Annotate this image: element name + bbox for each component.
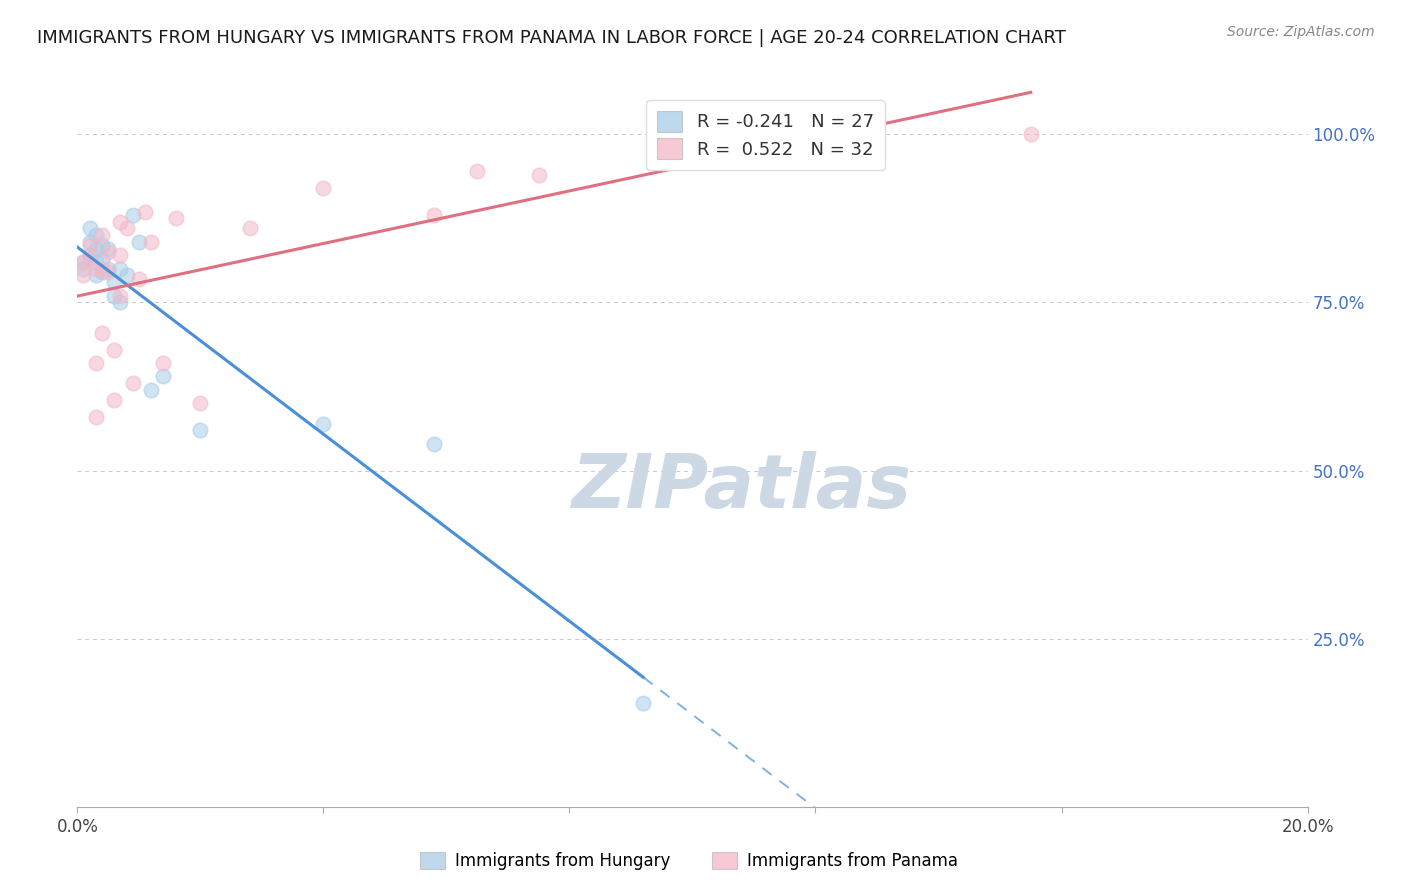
Legend: Immigrants from Hungary, Immigrants from Panama: Immigrants from Hungary, Immigrants from… bbox=[413, 845, 965, 877]
Point bbox=[84, 268, 107, 283]
Point bbox=[84, 261, 107, 276]
Point bbox=[312, 181, 335, 195]
Legend: R = -0.241   N = 27, R =  0.522   N = 32: R = -0.241 N = 27, R = 0.522 N = 32 bbox=[647, 100, 884, 169]
Point bbox=[72, 261, 94, 276]
Point bbox=[97, 261, 120, 276]
Point bbox=[1019, 127, 1042, 141]
Point bbox=[633, 696, 655, 710]
Point bbox=[128, 235, 150, 249]
Point bbox=[90, 228, 114, 243]
Point bbox=[115, 268, 138, 283]
Text: Source: ZipAtlas.com: Source: ZipAtlas.com bbox=[1227, 25, 1375, 39]
Point bbox=[103, 392, 125, 407]
Point bbox=[312, 417, 335, 431]
Point bbox=[72, 268, 94, 283]
Point bbox=[84, 255, 107, 269]
Point bbox=[79, 221, 101, 235]
Point bbox=[134, 204, 156, 219]
Point bbox=[84, 409, 107, 424]
Point bbox=[72, 255, 94, 269]
Point bbox=[79, 238, 101, 252]
Point bbox=[121, 208, 143, 222]
Point bbox=[110, 261, 132, 276]
Point bbox=[152, 356, 174, 370]
Point bbox=[97, 244, 120, 259]
Point bbox=[121, 376, 143, 391]
Point bbox=[110, 288, 132, 302]
Point bbox=[90, 261, 114, 276]
Point bbox=[110, 295, 132, 310]
Point bbox=[239, 221, 262, 235]
Point bbox=[79, 235, 101, 249]
Point bbox=[110, 214, 132, 228]
Point bbox=[72, 255, 94, 269]
Point bbox=[103, 275, 125, 289]
Point bbox=[97, 265, 120, 279]
Point bbox=[97, 242, 120, 256]
Point bbox=[423, 437, 446, 451]
Point bbox=[165, 211, 187, 226]
Point bbox=[527, 168, 550, 182]
Point bbox=[115, 221, 138, 235]
Point bbox=[103, 343, 125, 357]
Point bbox=[79, 252, 101, 266]
Point bbox=[188, 423, 212, 437]
Point bbox=[90, 326, 114, 340]
Point bbox=[141, 383, 163, 397]
Point bbox=[128, 272, 150, 286]
Point bbox=[465, 164, 488, 178]
Point bbox=[152, 369, 174, 384]
Text: IMMIGRANTS FROM HUNGARY VS IMMIGRANTS FROM PANAMA IN LABOR FORCE | AGE 20-24 COR: IMMIGRANTS FROM HUNGARY VS IMMIGRANTS FR… bbox=[37, 29, 1066, 46]
Point bbox=[141, 235, 163, 249]
Point bbox=[90, 265, 114, 279]
Point bbox=[84, 356, 107, 370]
Point bbox=[84, 242, 107, 256]
Text: ZIPatlas: ZIPatlas bbox=[572, 450, 911, 524]
Point bbox=[90, 238, 114, 252]
Point bbox=[188, 396, 212, 410]
Point bbox=[103, 288, 125, 302]
Point bbox=[110, 248, 132, 262]
Point bbox=[90, 252, 114, 266]
Point bbox=[423, 208, 446, 222]
Point bbox=[773, 127, 796, 141]
Point bbox=[79, 248, 101, 262]
Point bbox=[84, 228, 107, 243]
